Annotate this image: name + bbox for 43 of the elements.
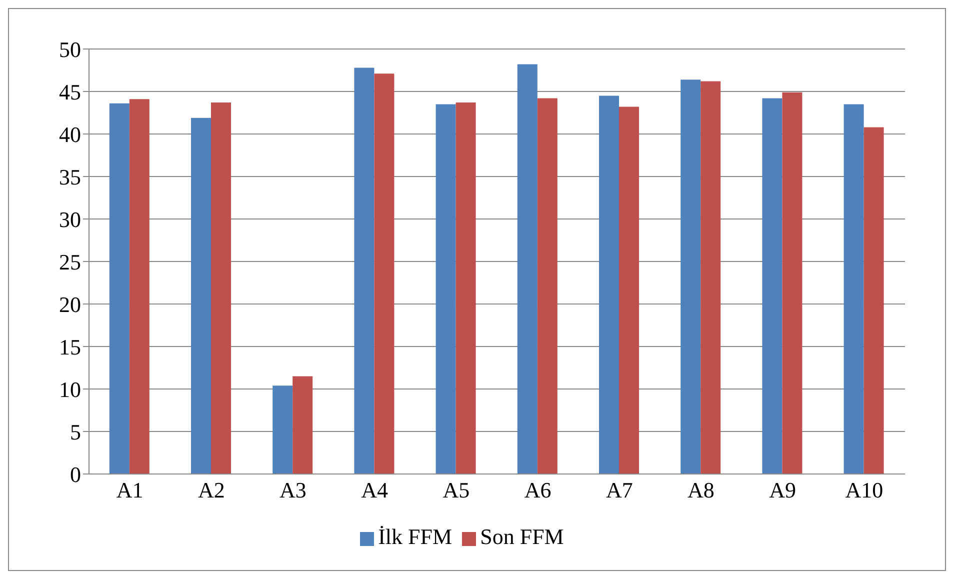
x-tick-label: A4: [361, 478, 388, 503]
x-tick-label: A7: [606, 478, 633, 503]
bar: [129, 99, 150, 474]
bar: [782, 92, 802, 474]
y-tick-label: 45: [59, 79, 81, 104]
bar: [680, 80, 701, 474]
bar: [211, 102, 231, 474]
y-tick-label: 15: [59, 334, 81, 360]
bar: [599, 96, 619, 474]
bar: [272, 386, 293, 474]
bar: [436, 104, 456, 474]
bar: [762, 98, 782, 474]
y-tick-label: 10: [59, 376, 81, 402]
bar: [354, 68, 374, 474]
bar: [292, 376, 313, 474]
x-tick-label: A5: [442, 478, 470, 503]
bar: [374, 74, 394, 474]
y-tick-label: 30: [59, 206, 81, 232]
x-tick-label: A10: [845, 478, 884, 503]
y-tick-label: 5: [70, 419, 81, 444]
y-tick-label: 20: [59, 292, 81, 317]
bar: [191, 118, 211, 474]
x-tick-label: A8: [688, 478, 714, 503]
x-tick-label: A6: [524, 478, 552, 503]
bar: [700, 81, 721, 474]
y-tick-label: 40: [59, 122, 81, 147]
bar: [537, 98, 558, 474]
y-tick-label: 25: [59, 249, 81, 274]
x-tick-label: A9: [769, 478, 796, 503]
bar: [864, 127, 884, 474]
x-tick-label: A1: [116, 478, 144, 503]
legend-label: Son FFM: [480, 524, 564, 549]
x-tick-label: A3: [280, 478, 306, 503]
bar: [456, 102, 476, 474]
legend-label: İlk FFM: [378, 524, 452, 549]
y-tick-label: 50: [59, 36, 81, 62]
bar: [109, 103, 130, 474]
y-tick-label: 0: [70, 462, 81, 487]
y-tick-label: 35: [59, 164, 81, 190]
bar: [517, 64, 538, 474]
bar: [844, 104, 864, 474]
bar: [619, 106, 639, 474]
x-tick-label: A2: [198, 478, 225, 503]
